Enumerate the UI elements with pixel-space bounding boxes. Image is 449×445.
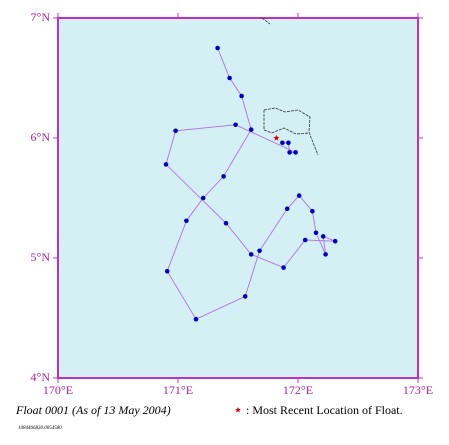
plot-area — [57, 17, 419, 379]
float-position — [284, 206, 290, 212]
float-position — [223, 220, 229, 226]
x-tick-label: 173°E — [403, 383, 433, 397]
float-position — [332, 238, 338, 244]
legend-label: : Most Recent Location of Float. — [246, 403, 403, 417]
float-position — [193, 316, 199, 322]
x-tick-label: 171°E — [163, 383, 193, 397]
x-tick-label: 170°E — [43, 383, 73, 397]
chart-title: Float 0001 (As of 13 May 2004) — [15, 403, 171, 417]
y-tick-label: 6°N — [31, 130, 51, 144]
float-position — [233, 122, 238, 128]
float-position — [287, 150, 292, 155]
float-position — [310, 208, 315, 214]
y-tick-label: 7°N — [31, 10, 51, 24]
x-tick-label: 172°E — [283, 383, 313, 397]
float-position — [200, 195, 206, 201]
footnote: 1084466830.0054580 — [18, 426, 62, 431]
latest-location — [273, 134, 280, 141]
float-position — [242, 294, 248, 299]
float-position — [248, 252, 254, 257]
float-position — [163, 162, 169, 167]
float-position — [313, 230, 319, 236]
float-position — [227, 75, 232, 81]
float-position — [320, 234, 326, 239]
y-tick-label: 5°N — [31, 250, 51, 264]
float-position — [302, 237, 308, 243]
legend-star — [235, 407, 241, 413]
float-position — [293, 150, 298, 155]
float-position — [286, 140, 291, 146]
float-position — [173, 128, 178, 134]
float-position — [323, 252, 328, 257]
float-position — [248, 127, 254, 132]
float-position — [184, 218, 189, 224]
float-position — [280, 140, 285, 146]
float-position — [296, 193, 302, 198]
float-position — [257, 248, 262, 254]
coastline — [261, 17, 319, 156]
float-position — [221, 174, 226, 179]
y-tick-label: 4°N — [31, 370, 51, 384]
float-position — [164, 268, 170, 274]
float-position — [281, 265, 286, 270]
float-position — [215, 45, 220, 51]
float-position — [239, 93, 244, 99]
